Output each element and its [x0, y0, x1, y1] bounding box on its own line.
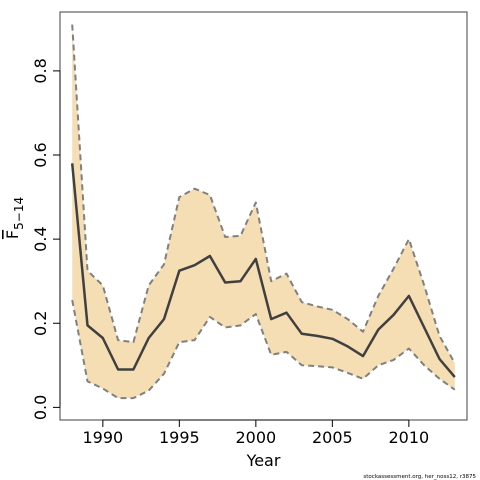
y-axis-title-base: F	[3, 230, 22, 239]
svg-text:F5−14: F5−14	[3, 197, 26, 239]
y-axis-title-subscript: 5−14	[12, 197, 26, 230]
x-tick-label: 2005	[312, 428, 353, 447]
x-tick-label: 1990	[82, 428, 123, 447]
x-axis-title: Year	[246, 451, 281, 470]
estimate-line	[70, 163, 456, 378]
y-tick-label: 0.0	[31, 395, 50, 420]
x-axis: 1990 1995 2000 2005 2010	[82, 419, 429, 447]
x-tick-label: 1995	[159, 428, 200, 447]
y-tick-label: 0.4	[31, 226, 50, 251]
x-tick-label: 2010	[388, 428, 429, 447]
y-axis: 0.0 0.2 0.4 0.6 0.8	[31, 58, 61, 420]
y-tick-label: 0.8	[31, 58, 50, 83]
y-tick-label: 0.6	[31, 142, 50, 167]
plot-area	[70, 24, 456, 400]
confidence-band	[72, 24, 455, 399]
y-tick-label: 0.2	[31, 311, 50, 336]
lower-bound-line	[71, 299, 456, 400]
upper-bound-line	[71, 24, 456, 364]
y-axis-title: F5−14	[3, 197, 26, 239]
footer-credit: stockassessment.org, her_noss12, r3875	[363, 474, 476, 480]
x-tick-label: 2000	[235, 428, 276, 447]
